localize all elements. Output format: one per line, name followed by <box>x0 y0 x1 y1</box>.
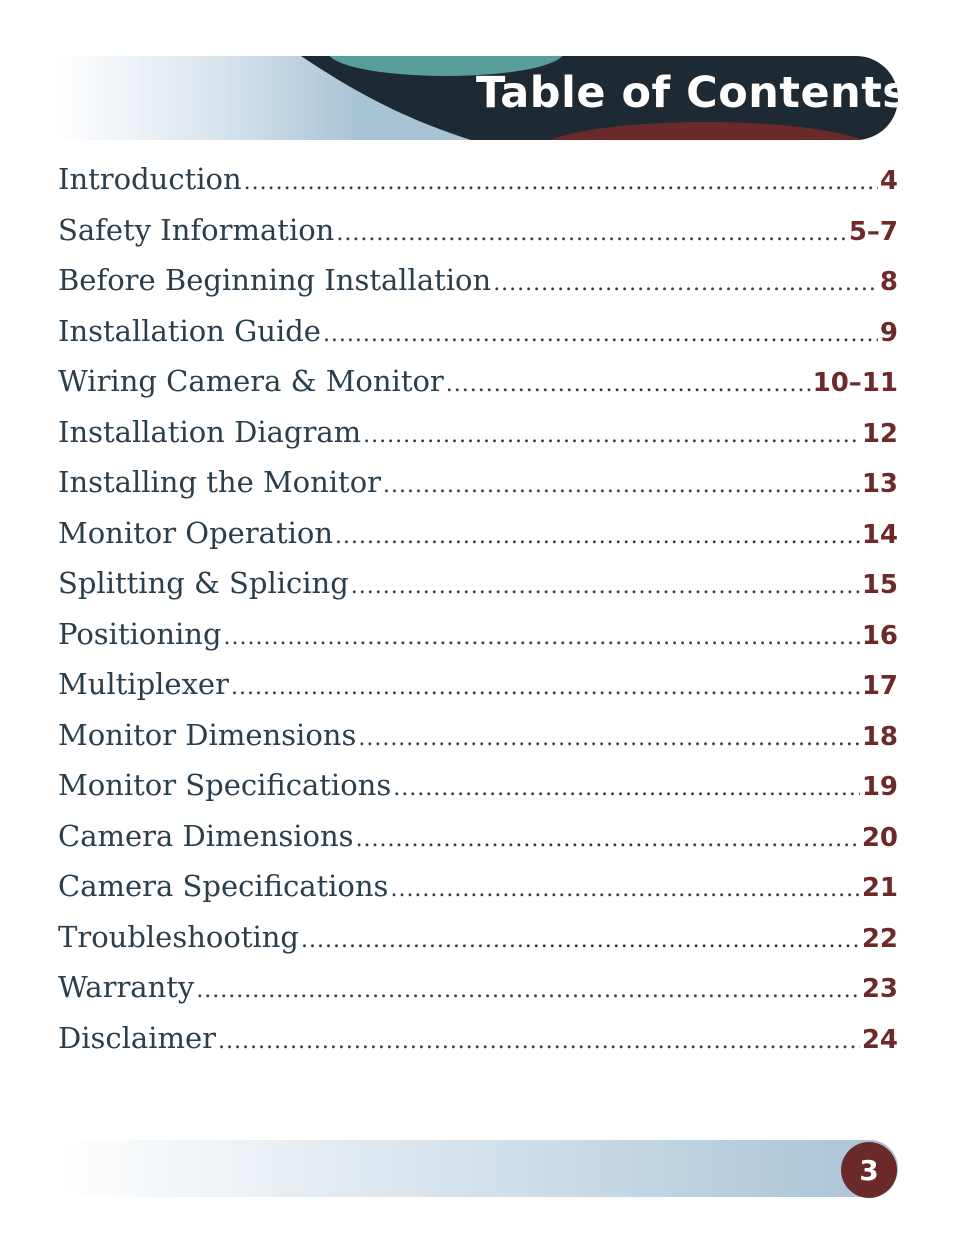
toc-entry-label: Installation Diagram <box>58 414 362 449</box>
toc-dot-leader <box>196 978 860 1003</box>
toc-entry-page: 5–7 <box>848 216 898 247</box>
table-of-contents: Introduction 4 Safety Information 5–7 Before… <box>58 162 898 1071</box>
toc-dot-leader <box>323 322 878 347</box>
footer-bar <box>56 1140 898 1197</box>
toc-entry-label: Camera Dimensions <box>58 818 354 853</box>
toc-entry-label: Before Beginning Installation <box>58 263 492 297</box>
toc-entry[interactable]: Monitor Specifications 19 <box>58 768 898 819</box>
toc-entry[interactable]: Warranty 23 <box>58 970 898 1021</box>
toc-entry-page: 19 <box>861 772 898 802</box>
toc-entry-label: Monitor Operation <box>58 515 334 550</box>
toc-entry-page: 12 <box>861 418 898 449</box>
toc-entry-label: Safety Information <box>58 212 335 247</box>
toc-entry-page: 21 <box>861 873 898 903</box>
toc-entry-page: 8 <box>879 267 898 297</box>
toc-entry-page: 18 <box>861 721 898 752</box>
toc-entry[interactable]: Before Beginning Installation 8 <box>58 263 898 314</box>
toc-dot-leader <box>390 877 859 902</box>
toc-entry-label: Installation Guide <box>58 313 321 348</box>
toc-entry[interactable]: Introduction 4 <box>58 162 898 213</box>
toc-entry-page: 20 <box>861 822 898 853</box>
maroon-ellipse <box>550 122 862 140</box>
toc-entry-label: Introduction <box>58 162 242 196</box>
toc-dot-leader <box>356 827 860 852</box>
toc-dot-leader <box>231 675 860 700</box>
toc-entry-label: Splitting & Splicing <box>58 566 349 600</box>
toc-entry-label: Monitor Specifications <box>58 768 392 802</box>
toc-entry-page: 9 <box>879 317 898 348</box>
toc-dot-leader <box>383 473 860 498</box>
toc-entry[interactable]: Camera Specifications 21 <box>58 869 898 920</box>
toc-entry[interactable]: Troubleshooting 22 <box>58 920 898 971</box>
header-banner: Table of Contents <box>56 56 898 140</box>
page-title: Table of Contents <box>476 68 898 118</box>
toc-dot-leader <box>363 423 860 448</box>
toc-entry-label: Camera Specifications <box>58 869 389 903</box>
toc-entry-page: 16 <box>861 620 898 651</box>
toc-entry[interactable]: Wiring Camera & Monitor 10–11 <box>58 364 898 415</box>
toc-entry[interactable]: Splitting & Splicing 15 <box>58 566 898 617</box>
toc-dot-leader <box>351 574 860 599</box>
toc-entry[interactable]: Installation Guide 9 <box>58 314 898 365</box>
toc-dot-leader <box>446 372 811 397</box>
toc-entry-page: 24 <box>861 1024 898 1055</box>
toc-entry-label: Wiring Camera & Monitor <box>58 364 444 398</box>
toc-entry[interactable]: Monitor Dimensions 18 <box>58 718 898 769</box>
toc-dot-leader <box>244 170 878 195</box>
toc-entry-page: 22 <box>861 923 898 954</box>
toc-entry-page: 10–11 <box>812 368 898 398</box>
toc-dot-leader <box>301 928 860 953</box>
toc-entry-label: Installing the Monitor <box>58 465 382 499</box>
toc-entry-label: Disclaimer <box>58 1020 217 1055</box>
header-decoration <box>301 56 898 140</box>
toc-dot-leader <box>493 271 878 296</box>
toc-entry-page: 4 <box>879 166 898 196</box>
toc-dot-leader <box>393 776 860 801</box>
toc-entry-page: 17 <box>861 671 898 701</box>
toc-entry-label: Warranty <box>58 970 195 1004</box>
toc-entry-page: 23 <box>861 974 898 1004</box>
toc-entry-page: 14 <box>861 519 898 550</box>
toc-dot-leader <box>335 524 860 549</box>
toc-dot-leader <box>224 625 860 650</box>
toc-entry[interactable]: Installation Diagram 12 <box>58 415 898 466</box>
toc-entry[interactable]: Installing the Monitor 13 <box>58 465 898 516</box>
dark-band-shape <box>301 56 898 140</box>
teal-ellipse <box>329 56 563 76</box>
toc-dot-leader <box>358 726 859 751</box>
toc-entry[interactable]: Camera Dimensions 20 <box>58 819 898 870</box>
toc-entry-label: Monitor Dimensions <box>58 717 357 752</box>
toc-entry[interactable]: Safety Information 5–7 <box>58 213 898 264</box>
toc-entry-page: 15 <box>861 570 898 600</box>
page-number-badge: 3 <box>841 1142 897 1198</box>
toc-entry[interactable]: Multiplexer 17 <box>58 667 898 718</box>
toc-entry[interactable]: Monitor Operation 14 <box>58 516 898 567</box>
toc-entry[interactable]: Disclaimer 24 <box>58 1021 898 1072</box>
toc-dot-leader <box>336 221 846 246</box>
toc-entry-label: Multiplexer <box>58 667 229 701</box>
toc-entry[interactable]: Positioning 16 <box>58 617 898 668</box>
toc-entry-page: 13 <box>861 469 898 499</box>
toc-entry-label: Troubleshooting <box>58 919 299 954</box>
toc-entry-label: Positioning <box>58 616 222 651</box>
toc-dot-leader <box>218 1029 860 1054</box>
